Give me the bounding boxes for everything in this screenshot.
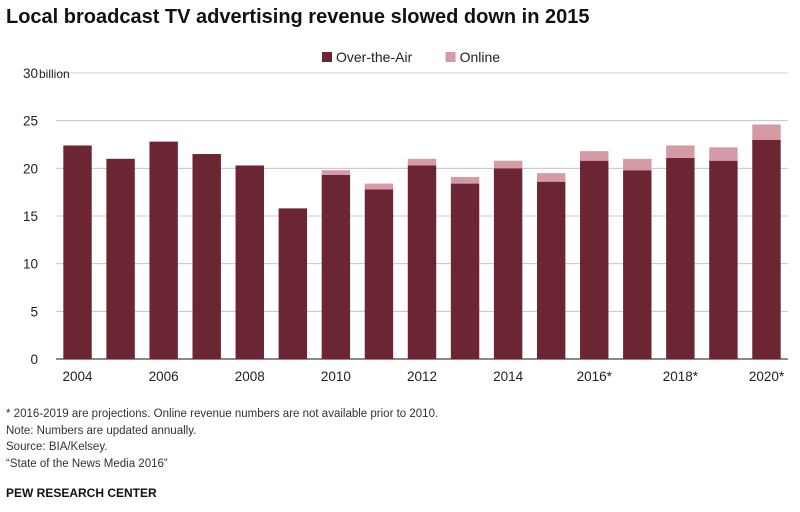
- bar-over-the-air-2018: [666, 157, 695, 359]
- bar-over-the-air-2005: [106, 158, 135, 359]
- x-tick-label: 2018*: [663, 369, 699, 384]
- y-tick-label: 5: [30, 304, 38, 319]
- footnotes: * 2016-2019 are projections. Online reve…: [6, 406, 438, 472]
- source-organization: PEW RESEARCH CENTER: [6, 486, 157, 500]
- bar-online-2011: [364, 183, 394, 190]
- bar-over-the-air-2004: [63, 145, 92, 359]
- footnote-report: “State of the News Media 2016”: [6, 457, 168, 470]
- bar-over-the-air-2011: [364, 189, 394, 359]
- y-tick-label: 20: [23, 161, 38, 176]
- bar-online-2015: [536, 173, 566, 182]
- bars: [63, 124, 781, 359]
- bar-over-the-air-2007: [192, 154, 221, 359]
- legend-swatch-online: [445, 52, 456, 62]
- bar-over-the-air-2014: [493, 168, 523, 359]
- bar-online-2020: [752, 124, 781, 140]
- x-tick-label: 2004: [63, 369, 94, 384]
- bar-online-2014: [493, 160, 523, 169]
- bar-online-2017: [623, 158, 652, 171]
- bar-over-the-air-2016: [580, 160, 609, 359]
- bar-online-2012: [407, 158, 437, 166]
- y-tick-label: 30: [23, 66, 38, 81]
- footnote-projections: * 2016-2019 are projections. Online reve…: [6, 408, 439, 420]
- x-axis-ticks: 2004 2006 2008 2010 2012 2014 2016* 2018* 2020*: [63, 369, 785, 384]
- legend-label-over-the-air: Over-the-Air: [336, 49, 413, 65]
- legend-label-online: Online: [460, 49, 501, 65]
- footnote-source: Source: BIA/Kelsey.: [6, 441, 108, 453]
- y-tick-label: 0: [30, 352, 38, 367]
- footnote-note: Note: Numbers are updated annually.: [6, 424, 197, 437]
- x-tick-label: 2020*: [749, 369, 785, 384]
- y-tick-label: 25: [23, 114, 38, 129]
- chart-title: Local broadcast TV advertising revenue s…: [6, 6, 590, 28]
- y-tick-label: 15: [23, 209, 38, 224]
- bar-over-the-air-2009: [278, 208, 308, 359]
- bar-online-2010: [321, 170, 351, 176]
- bar-over-the-air-2017: [623, 170, 652, 359]
- x-tick-label: 2010: [321, 369, 351, 384]
- bar-over-the-air-2010: [321, 175, 351, 359]
- bar-online-2013: [450, 176, 480, 184]
- y-axis-ticks: 0 5 10 15 20 25 30 billion: [23, 66, 70, 367]
- bar-chart: 0 5 10 15 20 25 30 billion 2004 2006 2008 2010 2012…: [23, 49, 788, 384]
- x-tick-label: 2006: [149, 369, 179, 384]
- x-tick-label: 2008: [235, 369, 265, 384]
- x-tick-label: 2012: [407, 369, 437, 384]
- legend-swatch-over-the-air: [322, 52, 332, 62]
- bar-over-the-air-2006: [149, 141, 178, 359]
- y-tick-label: 10: [23, 257, 38, 272]
- bar-over-the-air-2008: [235, 165, 264, 359]
- bar-online-2018: [666, 145, 695, 158]
- bar-online-2016: [580, 151, 609, 161]
- bar-over-the-air-2020: [752, 139, 781, 359]
- legend: Over-the-Air Online: [322, 49, 500, 65]
- bar-over-the-air-2019: [709, 160, 738, 359]
- x-tick-label: 2014: [493, 369, 524, 384]
- x-tick-label: 2016*: [577, 369, 613, 384]
- bar-over-the-air-2012: [407, 165, 437, 359]
- y-unit-label: billion: [39, 67, 70, 81]
- bar-over-the-air-2015: [536, 181, 566, 359]
- bar-online-2019: [709, 147, 738, 161]
- bar-over-the-air-2013: [450, 183, 480, 359]
